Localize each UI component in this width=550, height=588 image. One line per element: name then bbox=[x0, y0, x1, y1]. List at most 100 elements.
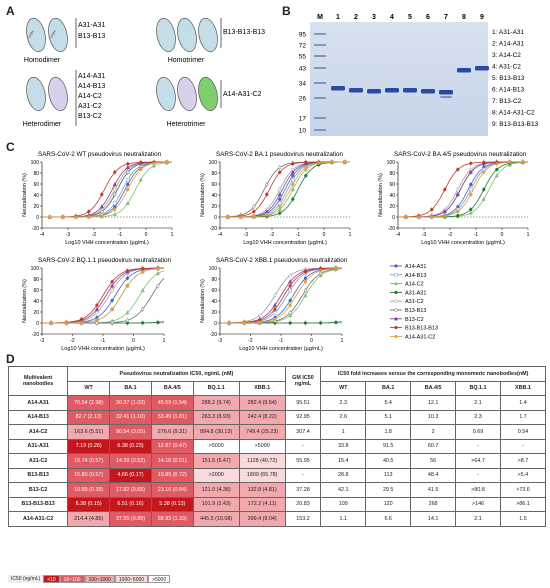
data-point bbox=[430, 207, 434, 212]
x-tick-label: -2 bbox=[270, 232, 275, 238]
table-row: A31-C2 15.74 (0.57) 14.39 (0.52) 14.16 (0.5… bbox=[7, 453, 547, 469]
legend-bin: <10 bbox=[43, 575, 60, 583]
fold-cell: 0.69 bbox=[455, 424, 501, 440]
variant-header: BQ.1.1 bbox=[192, 380, 240, 396]
data-point bbox=[125, 276, 130, 280]
fold-cell: >86.1 bbox=[499, 496, 547, 512]
fold-cell: 2.3 bbox=[320, 395, 367, 411]
fold-cell: 60.7 bbox=[410, 438, 457, 454]
chart-panel: SARS-CoV-2 BQ.1.1 pseudovirus neutraliza… bbox=[22, 257, 172, 352]
row-name: A31-A31 bbox=[7, 438, 69, 454]
y-axis-label: Neutralization (%) bbox=[22, 279, 28, 323]
ic50-cell: 151.5 (5.47) bbox=[192, 453, 240, 469]
y-axis-label: Neutralization (%) bbox=[200, 279, 206, 323]
y-tick-label: 100 bbox=[209, 160, 218, 166]
data-point bbox=[110, 283, 115, 288]
table-row: A31-A31 7.19 (0.26) 6.38 (0.23) 12.87 (0.47… bbox=[7, 438, 547, 454]
data-point bbox=[469, 161, 473, 165]
ic50-cell: >5000 bbox=[238, 438, 286, 454]
data-point bbox=[456, 167, 460, 172]
heterotrimer-label: Heterotrimer bbox=[167, 121, 207, 128]
data-point bbox=[258, 320, 262, 324]
lane-header: 3 bbox=[372, 14, 376, 21]
data-point bbox=[99, 204, 104, 209]
x-axis-label: Log10 VHH concentration (µg/mL) bbox=[243, 240, 327, 246]
chart-title: SARS-CoV-2 BA.1 pseudovirus neutralizati… bbox=[216, 151, 344, 158]
fold-variant-header: BA.1 bbox=[365, 380, 412, 396]
fold-cell: 120 bbox=[365, 496, 412, 512]
y-tick-label: 40 bbox=[33, 299, 39, 305]
fold-cell: 29.5 bbox=[365, 482, 412, 498]
panel-c-charts: SARS-CoV-2 WT pseudovirus neutralization… bbox=[22, 151, 530, 352]
x-tick-label: 1 bbox=[341, 338, 344, 344]
legend-item: A14-C2 bbox=[405, 282, 424, 288]
variant-header-row: WT BA.1 BA.4/5 BQ.1.1 XBB.1 WT BA.1 BA.4/5 BQ.1.… bbox=[9, 380, 547, 396]
protein-band bbox=[331, 86, 345, 91]
data-point bbox=[252, 215, 256, 219]
series-curve bbox=[42, 161, 173, 218]
data-point bbox=[291, 178, 295, 182]
fold-cell: 33.8 bbox=[320, 438, 367, 454]
table-row: B13-B13-B13 6.38 (0.15) 6.51 (0.16) 5.38 (0… bbox=[7, 496, 547, 512]
protein-band bbox=[457, 68, 471, 73]
data-point bbox=[317, 161, 321, 165]
fold-variant-header: BA.4/5 bbox=[410, 380, 457, 396]
data-point bbox=[273, 307, 277, 311]
variant-header: XBB.1 bbox=[238, 380, 286, 396]
data-point bbox=[288, 303, 292, 307]
ic50-cell: 5.38 (0.13) bbox=[150, 496, 194, 512]
data-point bbox=[443, 187, 447, 192]
data-point bbox=[303, 288, 308, 293]
y-tick-label: -20 bbox=[388, 226, 395, 232]
data-point bbox=[278, 170, 282, 174]
protein-band bbox=[475, 66, 489, 71]
ic50-cell: 1128 (40.72) bbox=[238, 453, 286, 469]
y-tick-label: -20 bbox=[210, 332, 217, 338]
y-tick-label: 20 bbox=[389, 204, 395, 210]
table-row: A14-A31 70.54 (2.38) 30.37 (1.03) 45.59 (1.… bbox=[7, 395, 547, 411]
data-point bbox=[126, 162, 130, 166]
fold-cell: >5.4 bbox=[499, 467, 547, 483]
protein-band bbox=[385, 88, 399, 93]
panel-label-a: A bbox=[6, 4, 15, 18]
data-point bbox=[469, 187, 473, 192]
data-point bbox=[242, 321, 247, 325]
data-point bbox=[278, 211, 282, 215]
x-tick-label: -4 bbox=[396, 232, 401, 238]
data-point bbox=[165, 160, 169, 164]
table-row: A14-B13 82.7 (2.13) 32.41 (1.10) 53.49 (1.8… bbox=[7, 409, 547, 425]
x-tick-label: 0 bbox=[501, 232, 504, 238]
data-point bbox=[469, 182, 473, 187]
ic50-cell: 132.8 (4.81) bbox=[238, 482, 286, 498]
fold-cell: 1.8 bbox=[365, 424, 412, 440]
legend-item: A31-A31 bbox=[405, 290, 426, 296]
legend-item: A31-C2 bbox=[405, 299, 424, 305]
heterodimer-item: A14-B13 bbox=[78, 83, 105, 90]
chart-panel: SARS-CoV-2 BA.1 pseudovirus neutralizati… bbox=[200, 151, 352, 246]
y-tick-label: 0 bbox=[36, 215, 39, 221]
data-point bbox=[156, 320, 160, 324]
header-pseudovirus: Pseudovirus neutralization IC50, ng/mL (… bbox=[67, 366, 286, 382]
y-tick-label: 80 bbox=[211, 277, 217, 283]
ic50-cell: >2000 bbox=[192, 467, 240, 483]
y-tick-label: 20 bbox=[33, 204, 39, 210]
mw-label: 17 bbox=[299, 116, 307, 123]
ic50-cell: 163.6 (5.51) bbox=[67, 424, 111, 440]
x-tick-label: -2 bbox=[92, 232, 97, 238]
legend-item: A14-B13 bbox=[405, 273, 426, 279]
ic50-cell: 14.16 (0.51) bbox=[150, 453, 194, 469]
fold-cell: 113 bbox=[365, 467, 412, 483]
protein-band bbox=[421, 89, 435, 94]
fold-cell: - bbox=[499, 438, 547, 454]
data-point bbox=[304, 160, 308, 164]
ic50-cell: 214.4 (4.85) bbox=[67, 511, 111, 527]
homotrimer-label: Homotrimer bbox=[168, 57, 205, 64]
legend-title: IC50 (ng/mL) bbox=[8, 575, 44, 583]
data-point bbox=[278, 205, 282, 209]
series-curve bbox=[398, 161, 529, 218]
data-point bbox=[278, 197, 282, 201]
chart-panel: SARS-CoV-2 WT pseudovirus neutralization… bbox=[22, 151, 174, 246]
mw-label: 34 bbox=[299, 81, 307, 88]
vhh-domain-icon bbox=[26, 17, 46, 53]
data-point bbox=[319, 269, 323, 273]
